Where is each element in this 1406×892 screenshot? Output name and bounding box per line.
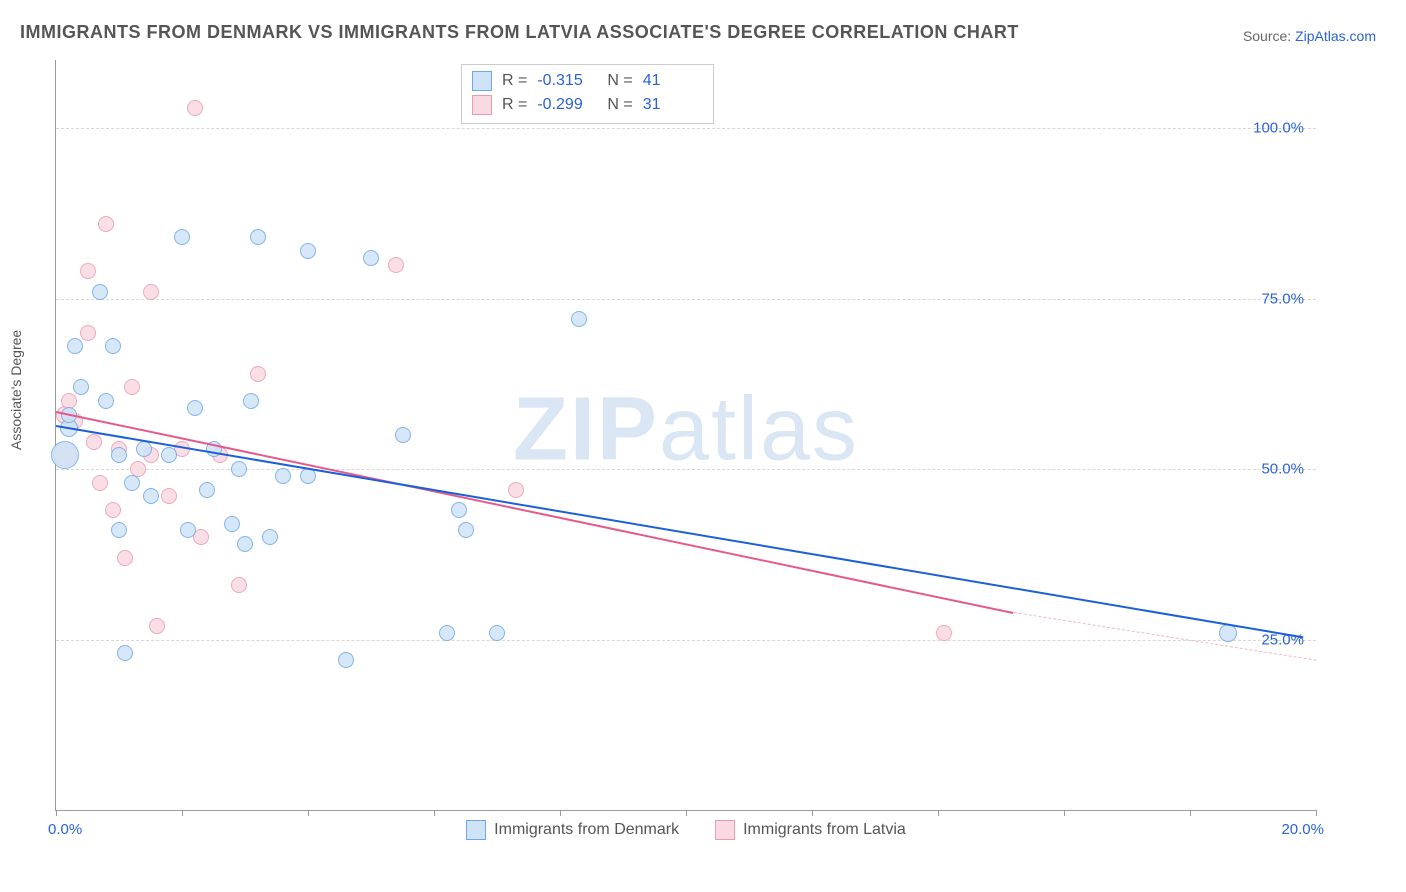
denmark-point [117, 645, 133, 661]
gridline [56, 299, 1316, 300]
denmark-point [451, 502, 467, 518]
r-value-latvia: -0.299 [537, 96, 597, 114]
r-value-denmark: -0.315 [537, 72, 597, 90]
y-tick-label: 50.0% [1261, 461, 1304, 478]
latvia-point [161, 488, 177, 504]
latvia-point [508, 482, 524, 498]
watermark: ZIPatlas [513, 378, 859, 481]
legend-bottom: Immigrants from Denmark Immigrants from … [56, 820, 1316, 840]
denmark-point [237, 536, 253, 552]
denmark-point [338, 652, 354, 668]
x-tick [938, 810, 939, 816]
n-value-denmark: 41 [643, 72, 703, 90]
denmark-point [275, 468, 291, 484]
denmark-point [231, 461, 247, 477]
denmark-point [161, 447, 177, 463]
latvia-point [231, 577, 247, 593]
swatch-denmark [472, 71, 492, 91]
latvia-point [105, 502, 121, 518]
latvia-point [143, 284, 159, 300]
swatch-latvia [715, 820, 735, 840]
n-label: N = [607, 96, 632, 114]
denmark-point [111, 522, 127, 538]
denmark-point [111, 447, 127, 463]
x-tick [1316, 810, 1317, 816]
latvia-point [117, 550, 133, 566]
denmark-point [73, 379, 89, 395]
latvia-point [936, 625, 952, 641]
x-tick [434, 810, 435, 816]
stat-row-denmark: R = -0.315 N = 41 [472, 69, 703, 93]
latvia-point [92, 475, 108, 491]
denmark-point [187, 400, 203, 416]
r-label: R = [502, 96, 527, 114]
denmark-point [51, 441, 79, 469]
denmark-point [395, 427, 411, 443]
denmark-point [174, 229, 190, 245]
denmark-point [489, 625, 505, 641]
gridline [56, 128, 1316, 129]
denmark-point [300, 243, 316, 259]
denmark-point [199, 482, 215, 498]
swatch-denmark [466, 820, 486, 840]
source-label: Source: [1243, 28, 1291, 44]
denmark-point [250, 229, 266, 245]
y-tick-label: 75.0% [1261, 290, 1304, 307]
denmark-point [67, 338, 83, 354]
denmark-point [571, 311, 587, 327]
watermark-bold: ZIP [513, 379, 659, 479]
x-min-label: 0.0% [48, 821, 82, 838]
n-label: N = [607, 72, 632, 90]
denmark-point [262, 529, 278, 545]
denmark-point [124, 475, 140, 491]
denmark-point [98, 393, 114, 409]
latvia-point [86, 434, 102, 450]
stat-legend-box: R = -0.315 N = 41 R = -0.299 N = 31 [461, 64, 714, 124]
legend-label-latvia: Immigrants from Latvia [743, 821, 906, 839]
denmark-point [224, 516, 240, 532]
x-tick [560, 810, 561, 816]
denmark-point [105, 338, 121, 354]
watermark-rest: atlas [659, 379, 859, 479]
legend-item-denmark: Immigrants from Denmark [466, 820, 679, 840]
legend-label-denmark: Immigrants from Denmark [494, 821, 679, 839]
latvia-point [80, 325, 96, 341]
x-tick [56, 810, 57, 816]
denmark-point [180, 522, 196, 538]
denmark-point [439, 625, 455, 641]
swatch-latvia [472, 95, 492, 115]
x-tick [1190, 810, 1191, 816]
scatter-plot: ZIPatlas R = -0.315 N = 41 R = -0.299 N … [55, 60, 1316, 811]
x-tick [182, 810, 183, 816]
x-tick [812, 810, 813, 816]
denmark-point [92, 284, 108, 300]
trend-denmark [56, 425, 1304, 638]
legend-item-latvia: Immigrants from Latvia [715, 820, 906, 840]
x-max-label: 20.0% [1281, 821, 1324, 838]
source-attribution: Source: ZipAtlas.com [1243, 28, 1376, 44]
r-label: R = [502, 72, 527, 90]
gridline [56, 640, 1316, 641]
denmark-point [143, 488, 159, 504]
chart-title: IMMIGRANTS FROM DENMARK VS IMMIGRANTS FR… [20, 22, 1019, 43]
y-tick-label: 100.0% [1253, 120, 1304, 137]
x-tick [1064, 810, 1065, 816]
source-link[interactable]: ZipAtlas.com [1295, 28, 1376, 44]
latvia-point [80, 263, 96, 279]
stat-row-latvia: R = -0.299 N = 31 [472, 93, 703, 117]
trend-latvia [56, 411, 1014, 614]
denmark-point [363, 250, 379, 266]
denmark-point [458, 522, 474, 538]
latvia-point [388, 257, 404, 273]
latvia-point [124, 379, 140, 395]
latvia-point [149, 618, 165, 634]
latvia-point [187, 100, 203, 116]
x-tick [308, 810, 309, 816]
denmark-point [243, 393, 259, 409]
x-tick [686, 810, 687, 816]
latvia-point [98, 216, 114, 232]
n-value-latvia: 31 [643, 96, 703, 114]
latvia-point [250, 366, 266, 382]
y-axis-label: Associate's Degree [8, 330, 24, 450]
